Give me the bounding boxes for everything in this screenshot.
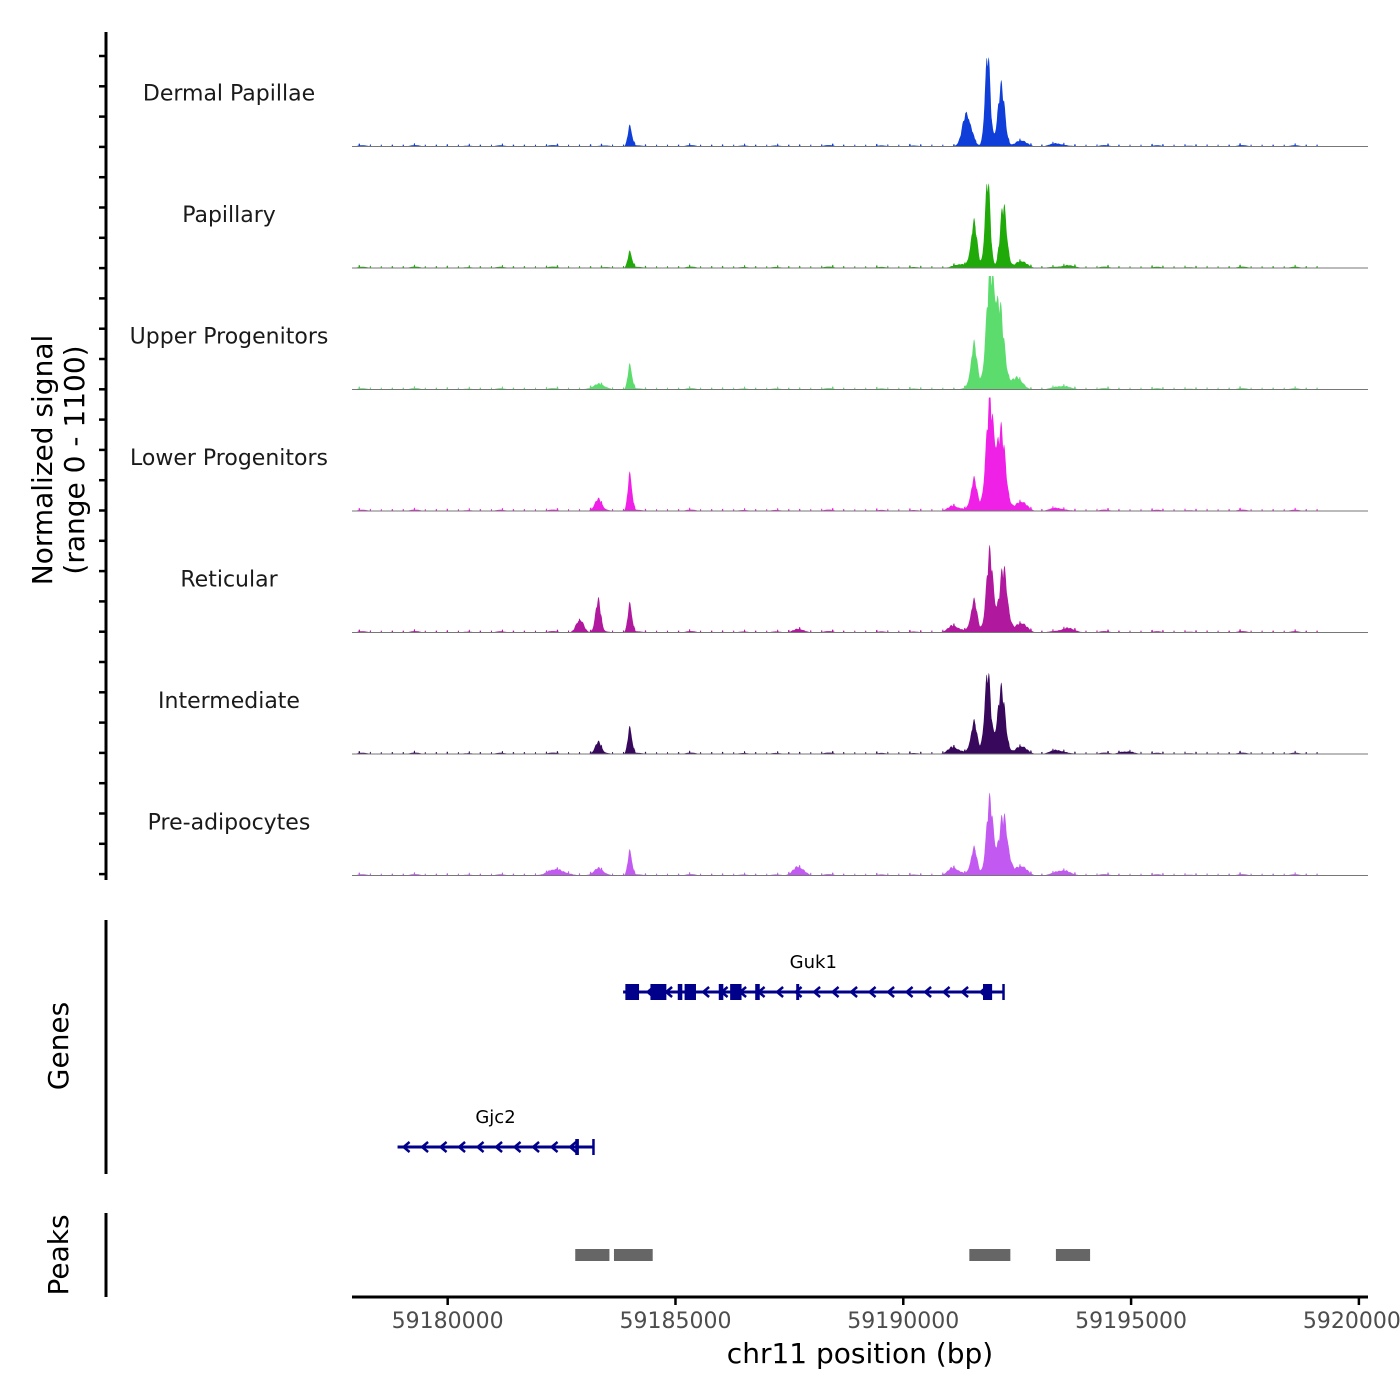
strand-arrow xyxy=(512,1141,522,1153)
x-tick-label: 59190000 xyxy=(847,1309,959,1334)
coverage-area xyxy=(356,183,1318,268)
strand-arrow xyxy=(475,1141,485,1153)
track-label: Lower Progenitors xyxy=(130,446,328,471)
strand-arrow xyxy=(701,986,710,998)
coverage-area xyxy=(356,397,1318,511)
track-label: Reticular xyxy=(180,568,278,593)
exon xyxy=(650,984,667,1000)
coverage-area xyxy=(356,792,1318,876)
strand-arrow xyxy=(549,1141,559,1153)
track-upper-progenitors: Upper Progenitors xyxy=(130,276,1368,390)
exon xyxy=(718,984,724,1000)
track-papillary: Papillary xyxy=(182,183,1368,269)
x-axis: 59180000 59185000 59190000 59195000 59200000 xyxy=(352,1295,1400,1334)
gene-label: Gjc2 xyxy=(475,1107,515,1128)
exon xyxy=(796,984,800,1000)
strand-arrow xyxy=(531,1141,540,1153)
exon xyxy=(983,984,993,1000)
strand-arrow xyxy=(904,986,914,998)
track-label: Intermediate xyxy=(158,689,300,714)
coverage-y-axis xyxy=(99,32,108,880)
track-pre-adipocytes: Pre-adipocytes xyxy=(148,792,1368,876)
coverage-area xyxy=(356,672,1318,754)
track-reticular: Reticular xyxy=(180,544,1368,633)
gene-track: Gjc2 Guk1 xyxy=(104,920,1005,1174)
track-dermal-papillae: Dermal Papillae xyxy=(143,57,1368,147)
x-tick-label: 59200000 xyxy=(1303,1309,1400,1334)
peak-region xyxy=(1055,1249,1091,1261)
exon xyxy=(684,984,696,1000)
strand-arrow xyxy=(793,986,803,998)
strand-arrow xyxy=(941,986,951,998)
track-label: Dermal Papillae xyxy=(143,82,315,107)
exon xyxy=(755,984,760,1000)
x-tick-label: 59185000 xyxy=(619,1309,731,1334)
gene-track-label: Genes xyxy=(42,1002,75,1090)
strand-arrow xyxy=(457,1141,466,1153)
gene-label: Guk1 xyxy=(790,952,837,973)
strand-arrow xyxy=(830,986,840,998)
track-intermediate: Intermediate xyxy=(158,672,1368,755)
peak-track xyxy=(104,1213,1091,1297)
exon xyxy=(730,984,742,1000)
coverage-area xyxy=(356,57,1318,147)
peak-track-label: Peaks xyxy=(42,1214,75,1295)
strand-arrow xyxy=(849,986,858,998)
exon xyxy=(625,984,640,1000)
peak-region xyxy=(969,1249,1011,1261)
x-tick-label: 59195000 xyxy=(1075,1309,1187,1334)
strand-arrow xyxy=(775,986,784,998)
strand-arrow xyxy=(886,986,895,998)
peak-region xyxy=(613,1249,653,1261)
track-lower-progenitors: Lower Progenitors xyxy=(130,397,1368,512)
coverage-area xyxy=(356,544,1318,633)
strand-arrow xyxy=(568,1141,577,1153)
x-axis-title: chr11 position (bp) xyxy=(727,1337,993,1370)
gene-guk1: Guk1 xyxy=(623,952,1005,1000)
y-axis-subtitle: (range 0 - 1100) xyxy=(58,345,91,574)
strand-arrow xyxy=(438,1141,448,1153)
exon xyxy=(575,1139,579,1155)
strand-arrow xyxy=(867,986,877,998)
strand-arrow xyxy=(960,986,969,998)
coverage-area xyxy=(356,276,1318,390)
strand-arrow xyxy=(401,1141,411,1153)
track-label: Papillary xyxy=(182,203,276,228)
strand-arrow xyxy=(494,1141,503,1153)
x-tick-label: 59180000 xyxy=(392,1309,504,1334)
exon xyxy=(677,984,683,1000)
strand-arrow xyxy=(812,986,821,998)
track-label: Pre-adipocytes xyxy=(148,811,311,836)
strand-arrow xyxy=(420,1141,429,1153)
peak-region xyxy=(575,1249,610,1261)
gene-gjc2: Gjc2 xyxy=(397,1107,595,1155)
strand-arrow xyxy=(923,986,932,998)
coverage-tracks: Dermal Papillae Papillary Upper Progenitor… xyxy=(130,57,1368,876)
track-label: Upper Progenitors xyxy=(130,325,329,350)
y-axis-title: Normalized signal xyxy=(26,335,59,586)
